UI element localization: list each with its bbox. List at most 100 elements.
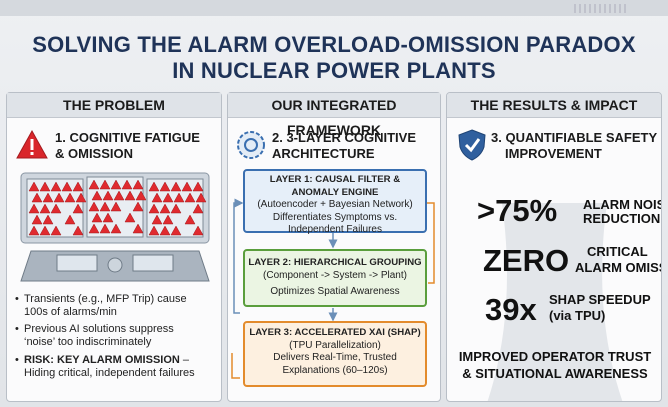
layer-desc: Independent Failures <box>288 224 382 235</box>
layer-sub: (Autoencoder + Bayesian Network) <box>257 199 413 210</box>
bullet: • <box>15 354 19 366</box>
problem-panel: THE PROBLEM 1. COGNITIVE FATIGUE & OMISS… <box>6 92 222 402</box>
bullet: • <box>15 323 19 335</box>
risk-line: RISK: KEY ALARM OMISSION – <box>24 354 189 367</box>
panel-header: OUR INTEGRATED FRAMEWORK <box>228 93 440 138</box>
control-room-illustration <box>20 172 210 282</box>
alarm-icon <box>28 203 40 214</box>
layer-box: LAYER 3: ACCELERATED XAI (SHAP) (TPU Par… <box>243 321 427 387</box>
alarm-icon <box>88 179 100 190</box>
bullet-text: Previous AI solutions suppress <box>24 323 174 335</box>
alarm-icon <box>173 192 185 203</box>
bullet-text: Hiding critical, independent failures <box>24 367 195 379</box>
layer-desc: Optimizes Spatial Awareness <box>270 286 400 297</box>
alarm-icon <box>151 192 163 203</box>
alarm-icon <box>170 181 182 192</box>
alarm-icon <box>148 181 160 192</box>
alarm-icon <box>148 225 160 236</box>
alarm-icon <box>88 201 100 212</box>
alarm-icon <box>110 223 122 234</box>
alarm-icon <box>192 203 204 214</box>
alarm-icon <box>132 201 144 212</box>
risk-bold: RISK: KEY ALARM OMISSION <box>24 354 180 366</box>
alarm-icon <box>50 181 62 192</box>
alarm-icon <box>192 181 204 192</box>
alarm-icon <box>72 203 84 214</box>
alarm-icon <box>42 192 54 203</box>
bullet-text: ‘noise’ too indiscriminately <box>24 336 152 348</box>
alarm-icon <box>159 203 171 214</box>
alarm-icon <box>61 181 73 192</box>
panel-heading: 3. QUANTIFIABLE SAFETY <box>491 130 658 145</box>
alarm-icon <box>162 192 174 203</box>
alarm-icon <box>151 214 163 225</box>
alarm-icon <box>132 179 144 190</box>
alarm-icon <box>192 225 204 236</box>
alarm-icon <box>110 201 122 212</box>
panel-heading: IMPROVEMENT <box>505 146 602 161</box>
alarm-icon <box>159 181 171 192</box>
alarm-icon <box>148 203 160 214</box>
footer-line: & SITUATIONAL AWARENESS <box>462 366 648 381</box>
layer-sub: (Component -> System -> Plant) <box>263 269 407 281</box>
alarm-icon <box>31 214 43 225</box>
alarm-icon <box>195 192 207 203</box>
bullet-text: 100s of alarms/min <box>24 306 117 318</box>
alarm-icon <box>132 223 144 234</box>
cooling-tower-bg <box>487 203 623 401</box>
stat-label: CRITICAL <box>587 244 648 259</box>
layer-box: LAYER 2: HIERARCHICAL GROUPING (Componen… <box>243 249 427 307</box>
alarm-icon <box>72 225 84 236</box>
panel-header: THE PROBLEM <box>7 93 221 118</box>
top-bar <box>0 0 668 16</box>
layer-title: LAYER 1: CAUSAL FILTER & ANOMALY ENGINE <box>269 174 401 198</box>
alarm-icon <box>64 192 76 203</box>
alarm-icon <box>91 190 103 201</box>
alarm-icon <box>88 223 100 234</box>
flow-arrows <box>231 198 435 379</box>
alarm-icon <box>50 203 62 214</box>
brain-gear-icon <box>237 131 265 159</box>
layer-sub: (TPU Parallelization) <box>289 339 381 351</box>
alarm-icon <box>170 203 182 214</box>
panel-heading: ARCHITECTURE <box>272 146 375 161</box>
alarm-icon <box>124 190 136 201</box>
alarm-icon <box>91 212 103 223</box>
stat-label: ALARM OMISSIONS <box>575 260 661 275</box>
alarm-icon <box>184 192 196 203</box>
alarm-icon <box>39 225 51 236</box>
risk-rest: – <box>179 354 190 366</box>
alarm-icon <box>42 214 54 225</box>
panel-heading: & OMISSION <box>55 146 134 161</box>
alarm-icon <box>181 181 193 192</box>
alarm-icon <box>53 192 65 203</box>
results-panel: THE RESULTS & IMPACT 3. QUANTIFIABLE SAF… <box>446 92 662 402</box>
stat-label: REDUCTION <box>583 211 661 226</box>
panel-header: THE RESULTS & IMPACT <box>447 93 661 118</box>
alarm-icon <box>99 201 111 212</box>
alarm-icon <box>184 214 196 225</box>
stat-value: >75% <box>477 193 558 228</box>
framework-panel: OUR INTEGRATED FRAMEWORK 2. 3-LAYER COGN… <box>227 92 441 402</box>
bullet-text: Transients (e.g., MFP Trip) cause <box>24 293 187 305</box>
panel-heading: 2. 3-LAYER COGNITIVE <box>272 130 416 145</box>
alarm-icon <box>102 212 114 223</box>
alarm-icon <box>110 179 122 190</box>
alarm-icon <box>28 181 40 192</box>
alarm-icon <box>28 225 40 236</box>
footer-line: IMPROVED OPERATOR TRUST <box>458 349 652 364</box>
layer-desc: Differentiates Symptoms vs. <box>272 211 398 223</box>
alarm-icon <box>39 181 51 192</box>
title-line: IN NUCLEAR POWER PLANTS <box>172 58 496 83</box>
alarm-icon <box>135 190 147 201</box>
stat-label: (via TPU) <box>549 308 606 323</box>
layer-box: LAYER 1: CAUSAL FILTER & ANOMALY ENGINE … <box>243 169 427 235</box>
stat-label: SHAP SPEEDUP <box>549 292 651 307</box>
alarm-icon <box>64 214 76 225</box>
stat-label: ALARM NOISE <box>583 197 661 212</box>
warning-icon <box>16 129 48 159</box>
title-line: SOLVING THE ALARM OVERLOAD-OMISSION PARA… <box>32 32 636 57</box>
layer-desc: Explanations (60–120s) <box>282 364 388 376</box>
alarm-icon <box>113 190 125 201</box>
